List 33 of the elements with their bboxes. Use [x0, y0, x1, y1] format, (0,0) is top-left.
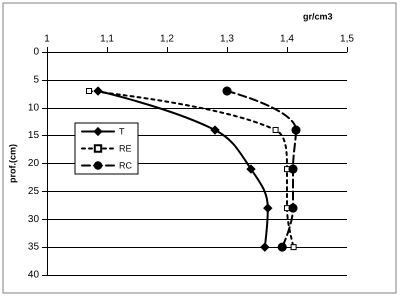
y-tick-label: 20	[28, 158, 40, 169]
point	[210, 126, 220, 135]
point	[222, 86, 232, 96]
point	[278, 242, 287, 252]
y-tick-label: 15	[28, 130, 40, 142]
point	[292, 126, 301, 135]
legend-label: RE	[119, 144, 132, 154]
x-tick-label: 1,4	[280, 34, 294, 44]
point	[290, 244, 297, 250]
y-tick-label: 25	[28, 186, 40, 197]
x-tick-label: 1,5	[340, 34, 354, 44]
point	[246, 164, 256, 174]
point	[272, 127, 279, 134]
point	[86, 88, 92, 94]
y-tick-label: 30	[28, 214, 40, 225]
point	[260, 242, 270, 252]
x-axis-title: gr/cm3	[303, 12, 333, 22]
point	[94, 86, 103, 96]
x-tick-label: 1,1	[100, 34, 114, 44]
x-tick-label: 1	[44, 34, 50, 44]
y-axis-title: prof.(cm)	[8, 144, 18, 183]
legend-label: T	[119, 126, 125, 136]
y-tick-label: 5	[33, 74, 40, 86]
y-tick-label: 40	[28, 270, 40, 280]
y-tick-label: 10	[28, 102, 40, 114]
point	[288, 204, 298, 213]
x-tick-label: 1,2	[160, 34, 174, 44]
y-tick-label: 35	[28, 242, 40, 253]
x-tick-label: 1,3	[220, 34, 234, 44]
y-tick-label: 0	[33, 46, 40, 58]
legend-label: RC	[119, 160, 132, 170]
point	[288, 164, 298, 174]
point	[263, 204, 272, 213]
